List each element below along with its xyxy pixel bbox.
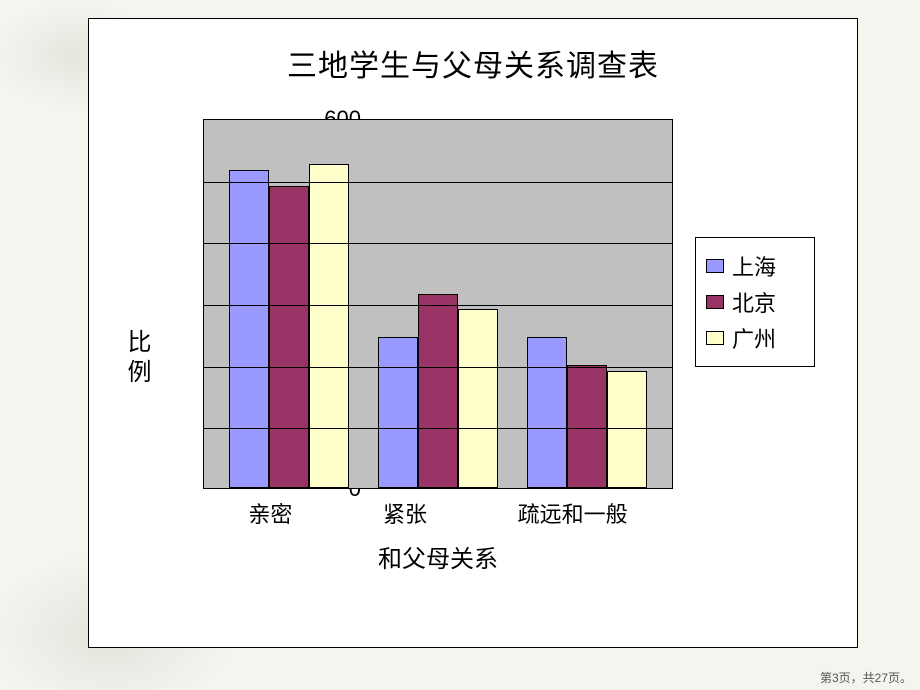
legend-swatch [706,331,724,345]
bar [567,365,607,488]
x-tick-labels: 亲密 紧张 疏远和一般 [203,497,673,529]
bar-group [229,164,349,488]
gridline [204,367,672,368]
bar [527,337,567,488]
bar [269,186,309,488]
bar [309,164,349,488]
gridline [204,243,672,244]
legend-label: 北京 [732,286,776,318]
gridline [204,182,672,183]
bar [229,170,269,488]
legend-label: 上海 [732,250,776,282]
bar [607,371,647,488]
y-axis-label: 比例 [119,329,154,389]
chart-area: 比例 0100200300400500600 亲密紧张疏远和一般 和父母关系 上… [139,119,839,599]
gridline [204,305,672,306]
bar [458,309,498,488]
x-axis-label: 和父母关系 [203,539,673,574]
gridline [204,428,672,429]
chart-title: 三地学生与父母关系调查表 [89,41,857,85]
bar-groups [204,120,672,488]
legend-row: 北京 [706,286,804,318]
chart-card: 三地学生与父母关系调查表 比例 0100200300400500600 亲密紧张… [88,18,858,648]
legend-row: 上海 [706,250,804,282]
x-tick-label: 疏远和一般 [518,497,628,529]
legend: 上海北京广州 [695,237,815,367]
legend-swatch [706,295,724,309]
bar-group [527,337,647,488]
x-tick-label: 亲密 [248,497,292,529]
bar [378,337,418,488]
legend-row: 广州 [706,322,804,354]
x-tick-label: 紧张 [383,497,427,529]
page-footer: 第3页，共27页。 [820,669,912,686]
legend-swatch [706,259,724,273]
plot-area [203,119,673,489]
bar-group [378,294,498,488]
legend-label: 广州 [732,322,776,354]
bar [418,294,458,488]
